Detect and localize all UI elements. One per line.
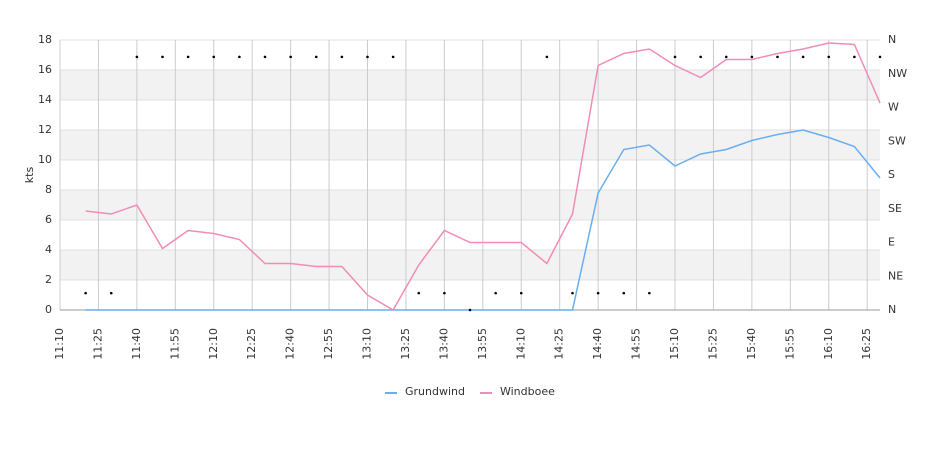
y-tick-label: 10 bbox=[38, 153, 52, 166]
legend-label: Windboee bbox=[500, 385, 555, 398]
x-tick-label: 15:25 bbox=[706, 328, 719, 360]
direction-dot bbox=[314, 55, 318, 59]
x-tick-label: 15:55 bbox=[783, 328, 796, 360]
y-axis-label: kts bbox=[23, 167, 36, 184]
direction-dot bbox=[878, 55, 882, 59]
x-tick-label: 16:25 bbox=[860, 328, 873, 360]
series-line bbox=[85, 129, 881, 311]
y2-tick-label: W bbox=[888, 101, 899, 114]
x-tick-label: 13:40 bbox=[437, 328, 450, 360]
x-tick-label: 15:40 bbox=[745, 328, 758, 360]
direction-dot bbox=[801, 55, 805, 59]
x-tick-label: 12:10 bbox=[207, 328, 220, 360]
x-tick-label: 14:40 bbox=[591, 328, 604, 360]
direction-dot bbox=[571, 291, 574, 295]
direction-dot bbox=[545, 55, 549, 59]
direction-dot bbox=[417, 291, 421, 295]
direction-dot bbox=[186, 55, 190, 59]
x-tick-label: 13:55 bbox=[476, 328, 489, 360]
direction-dot bbox=[468, 308, 472, 312]
direction-dot bbox=[827, 55, 831, 59]
direction-dot bbox=[494, 291, 497, 295]
y2-tick-label: N bbox=[888, 303, 896, 316]
x-tick-label: 11:40 bbox=[130, 328, 143, 360]
direction-dot bbox=[366, 55, 369, 59]
y2-tick-label: N bbox=[888, 33, 896, 46]
y-tick-label: 18 bbox=[38, 33, 52, 46]
direction-dot bbox=[750, 55, 754, 59]
x-tick-label: 11:25 bbox=[91, 328, 104, 360]
direction-dot bbox=[724, 55, 728, 59]
direction-dot bbox=[699, 55, 702, 59]
x-tick-label: 11:10 bbox=[53, 328, 66, 360]
x-tick-label: 13:10 bbox=[361, 328, 374, 360]
direction-dot bbox=[289, 55, 292, 59]
y2-tick-label: NW bbox=[888, 67, 907, 80]
y2-tick-label: S bbox=[888, 168, 895, 181]
direction-dot bbox=[238, 55, 241, 59]
direction-dot bbox=[776, 55, 779, 59]
direction-dot bbox=[391, 55, 395, 59]
direction-dot bbox=[853, 55, 856, 59]
direction-dot bbox=[161, 55, 164, 59]
x-tick-label: 11:55 bbox=[168, 328, 181, 360]
x-tick-label: 12:55 bbox=[322, 328, 335, 360]
direction-dot bbox=[673, 55, 677, 59]
y-tick-label: 12 bbox=[38, 123, 52, 136]
direction-dot bbox=[596, 291, 600, 295]
direction-dot bbox=[84, 291, 87, 295]
x-tick-label: 12:40 bbox=[284, 328, 297, 360]
y-tick-label: 16 bbox=[38, 63, 52, 76]
y-tick-label: 4 bbox=[45, 243, 52, 256]
direction-dot bbox=[340, 55, 344, 59]
direction-dot bbox=[135, 55, 139, 59]
y-tick-label: 8 bbox=[45, 183, 52, 196]
direction-dot bbox=[443, 291, 446, 295]
direction-dot bbox=[648, 291, 651, 295]
x-tick-label: 12:25 bbox=[245, 328, 258, 360]
y2-tick-label: SE bbox=[888, 202, 902, 215]
y2-tick-label: NE bbox=[888, 269, 903, 282]
direction-dot bbox=[622, 291, 626, 295]
x-tick-label: 14:55 bbox=[630, 328, 643, 360]
y-tick-label: 6 bbox=[45, 213, 52, 226]
grid-band bbox=[60, 190, 880, 220]
grid-band bbox=[60, 70, 880, 100]
y2-tick-label: E bbox=[888, 236, 895, 249]
y-tick-label: 14 bbox=[38, 93, 52, 106]
grid-band bbox=[60, 130, 880, 160]
x-tick-label: 15:10 bbox=[668, 328, 681, 360]
x-tick-label: 13:25 bbox=[399, 328, 412, 360]
direction-dot bbox=[263, 55, 267, 59]
grid-band bbox=[60, 250, 880, 280]
direction-dot bbox=[212, 55, 216, 59]
y-tick-label: 2 bbox=[45, 273, 52, 286]
direction-dot bbox=[519, 291, 523, 295]
legend-label: Grundwind bbox=[405, 385, 465, 398]
y-tick-label: 0 bbox=[45, 303, 52, 316]
x-tick-label: 14:25 bbox=[553, 328, 566, 360]
direction-dot bbox=[109, 291, 113, 295]
series-line bbox=[85, 42, 881, 312]
x-tick-label: 14:10 bbox=[514, 328, 527, 360]
x-tick-label: 16:10 bbox=[822, 328, 835, 360]
y2-tick-label: SW bbox=[888, 134, 906, 147]
